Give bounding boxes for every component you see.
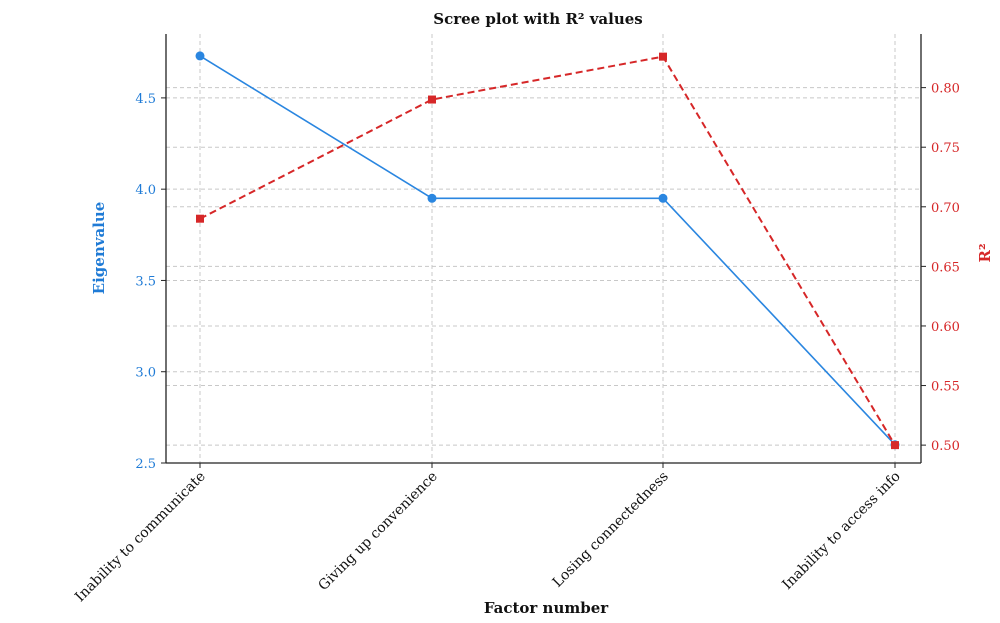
r2-point [196, 214, 204, 223]
series-layer [195, 51, 900, 450]
grid-layer [166, 34, 921, 464]
right-tick-label: 0.75 [931, 141, 960, 156]
x-axis-label: Factor number [484, 599, 609, 617]
eigenvalue-point [427, 193, 437, 203]
right-tick-label: 0.65 [931, 260, 960, 275]
r2-point [428, 95, 436, 104]
x-tick-label: Losing connectedness [550, 469, 672, 591]
left-tick-label: 3.5 [135, 274, 156, 289]
y-axis-right-label: R² [976, 243, 994, 262]
x-tick-label: Inability to access info [779, 469, 903, 593]
right-tick-label: 0.60 [931, 320, 960, 335]
r2-point [659, 52, 667, 61]
eigenvalue-point [658, 193, 668, 203]
left-tick-label: 2.5 [135, 457, 156, 472]
r2-series-line [199, 55, 896, 446]
right-axis-ticks: 0.50 0.55 0.60 0.65 0.70 0.75 0.80 [921, 82, 960, 454]
eigenvalue-point [195, 51, 205, 61]
left-tick-label: 4.5 [135, 92, 156, 107]
right-tick-label: 0.70 [931, 201, 960, 216]
right-tick-label: 0.55 [931, 380, 960, 395]
x-tick-label: Inability to communicate [72, 469, 209, 606]
right-tick-label: 0.50 [931, 439, 960, 454]
left-tick-label: 4.0 [135, 183, 156, 198]
x-tick-label: Giving up convenience [315, 469, 440, 594]
chart-title: Scree plot with R² values [433, 10, 642, 28]
eigenvalue-series-line [199, 55, 896, 446]
y-axis-left-label: Eigenvalue [90, 202, 108, 295]
r2-point [891, 441, 899, 450]
left-axis-ticks: 2.5 3.0 3.5 4.0 4.5 [135, 92, 166, 472]
right-tick-label: 0.80 [931, 82, 960, 97]
left-tick-label: 3.0 [135, 366, 156, 381]
x-axis-ticks: Inability to communicate Giving up conven… [72, 463, 904, 605]
